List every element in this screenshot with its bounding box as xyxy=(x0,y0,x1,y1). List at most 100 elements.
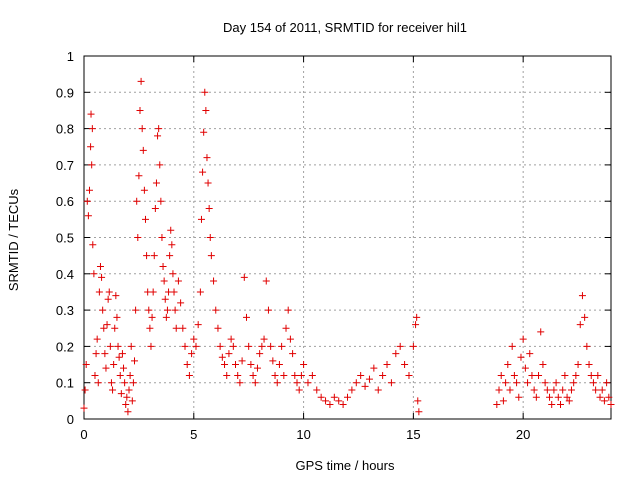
data-point xyxy=(138,125,146,133)
data-point xyxy=(149,288,157,296)
data-point xyxy=(499,397,507,405)
data-point xyxy=(357,371,365,379)
data-point xyxy=(161,295,169,303)
data-point xyxy=(205,204,213,212)
data-point xyxy=(502,379,510,387)
data-point xyxy=(145,306,153,314)
data-point xyxy=(317,393,325,401)
data-point xyxy=(110,361,118,369)
data-point xyxy=(185,371,193,379)
data-point xyxy=(101,350,109,358)
data-point xyxy=(313,386,321,394)
y-tick-label: 0.5 xyxy=(56,231,74,246)
data-point xyxy=(118,350,126,358)
data-point xyxy=(100,324,108,332)
tick-labels: 00.10.20.30.40.50.60.70.80.910 5 10 15 20 xyxy=(56,49,530,442)
data-point xyxy=(207,252,215,260)
data-point xyxy=(147,342,155,350)
data-point xyxy=(201,88,209,96)
data-point xyxy=(280,371,288,379)
data-point xyxy=(506,386,514,394)
data-point xyxy=(212,306,220,314)
data-point xyxy=(322,397,330,405)
data-point xyxy=(413,313,421,321)
data-point xyxy=(120,364,128,372)
data-point xyxy=(383,361,391,369)
data-point xyxy=(104,295,112,303)
data-point xyxy=(567,386,575,394)
data-point xyxy=(124,408,132,416)
data-point xyxy=(170,288,178,296)
data-point xyxy=(174,277,182,285)
x-tick-label: 5 xyxy=(190,427,197,442)
data-point xyxy=(249,371,257,379)
data-point xyxy=(197,215,205,223)
data-point xyxy=(158,234,166,241)
data-point xyxy=(221,361,229,369)
data-point xyxy=(168,241,176,249)
data-point xyxy=(148,313,156,321)
data-point xyxy=(339,400,347,408)
y-tick-label: 0.1 xyxy=(56,376,74,391)
data-point xyxy=(556,400,564,408)
data-point xyxy=(260,335,268,343)
data-point xyxy=(344,393,351,401)
y-tick-label: 0.2 xyxy=(56,339,74,354)
axes xyxy=(83,55,612,420)
grid-lines xyxy=(84,56,611,419)
data-point xyxy=(541,379,549,387)
data-point xyxy=(374,386,382,394)
data-point xyxy=(269,357,277,365)
data-point xyxy=(510,371,518,379)
data-point xyxy=(578,292,586,300)
data-point xyxy=(105,288,113,296)
data-point xyxy=(93,335,101,343)
data-point xyxy=(273,379,281,387)
data-point xyxy=(232,361,240,369)
data-point xyxy=(122,400,130,408)
data-point xyxy=(275,361,283,369)
data-point xyxy=(151,204,159,212)
y-tick-label: 0.6 xyxy=(56,194,74,209)
data-point xyxy=(387,379,395,387)
data-point xyxy=(335,397,343,405)
data-point xyxy=(127,342,135,350)
data-point xyxy=(581,313,589,321)
data-point xyxy=(379,371,387,379)
data-point xyxy=(559,386,567,394)
data-point xyxy=(112,292,120,300)
data-point xyxy=(171,306,179,314)
data-point xyxy=(188,350,196,358)
data-point xyxy=(598,386,606,394)
data-point xyxy=(181,342,189,350)
y-tick-label: 0.8 xyxy=(56,122,74,137)
data-point xyxy=(409,342,417,350)
data-point xyxy=(600,397,608,405)
data-point xyxy=(286,335,294,343)
data-point xyxy=(412,321,420,329)
data-point xyxy=(210,277,218,285)
data-point xyxy=(258,342,266,350)
data-point xyxy=(214,324,222,332)
data-point xyxy=(192,342,200,350)
data-point xyxy=(370,364,378,372)
data-point xyxy=(554,393,562,401)
data-point xyxy=(267,342,275,350)
data-point xyxy=(132,306,140,314)
data-point xyxy=(247,361,255,369)
data-point xyxy=(539,361,547,369)
data-point xyxy=(111,324,119,332)
data-point xyxy=(137,77,145,85)
data-point xyxy=(115,353,123,361)
data-point xyxy=(405,371,413,379)
data-point xyxy=(150,252,158,260)
data-point xyxy=(85,186,93,194)
data-point xyxy=(179,324,187,332)
data-point xyxy=(284,306,292,314)
data-point xyxy=(532,393,540,401)
data-point xyxy=(225,350,233,358)
data-point xyxy=(167,226,175,234)
data-point xyxy=(236,379,244,387)
data-points xyxy=(80,77,615,416)
